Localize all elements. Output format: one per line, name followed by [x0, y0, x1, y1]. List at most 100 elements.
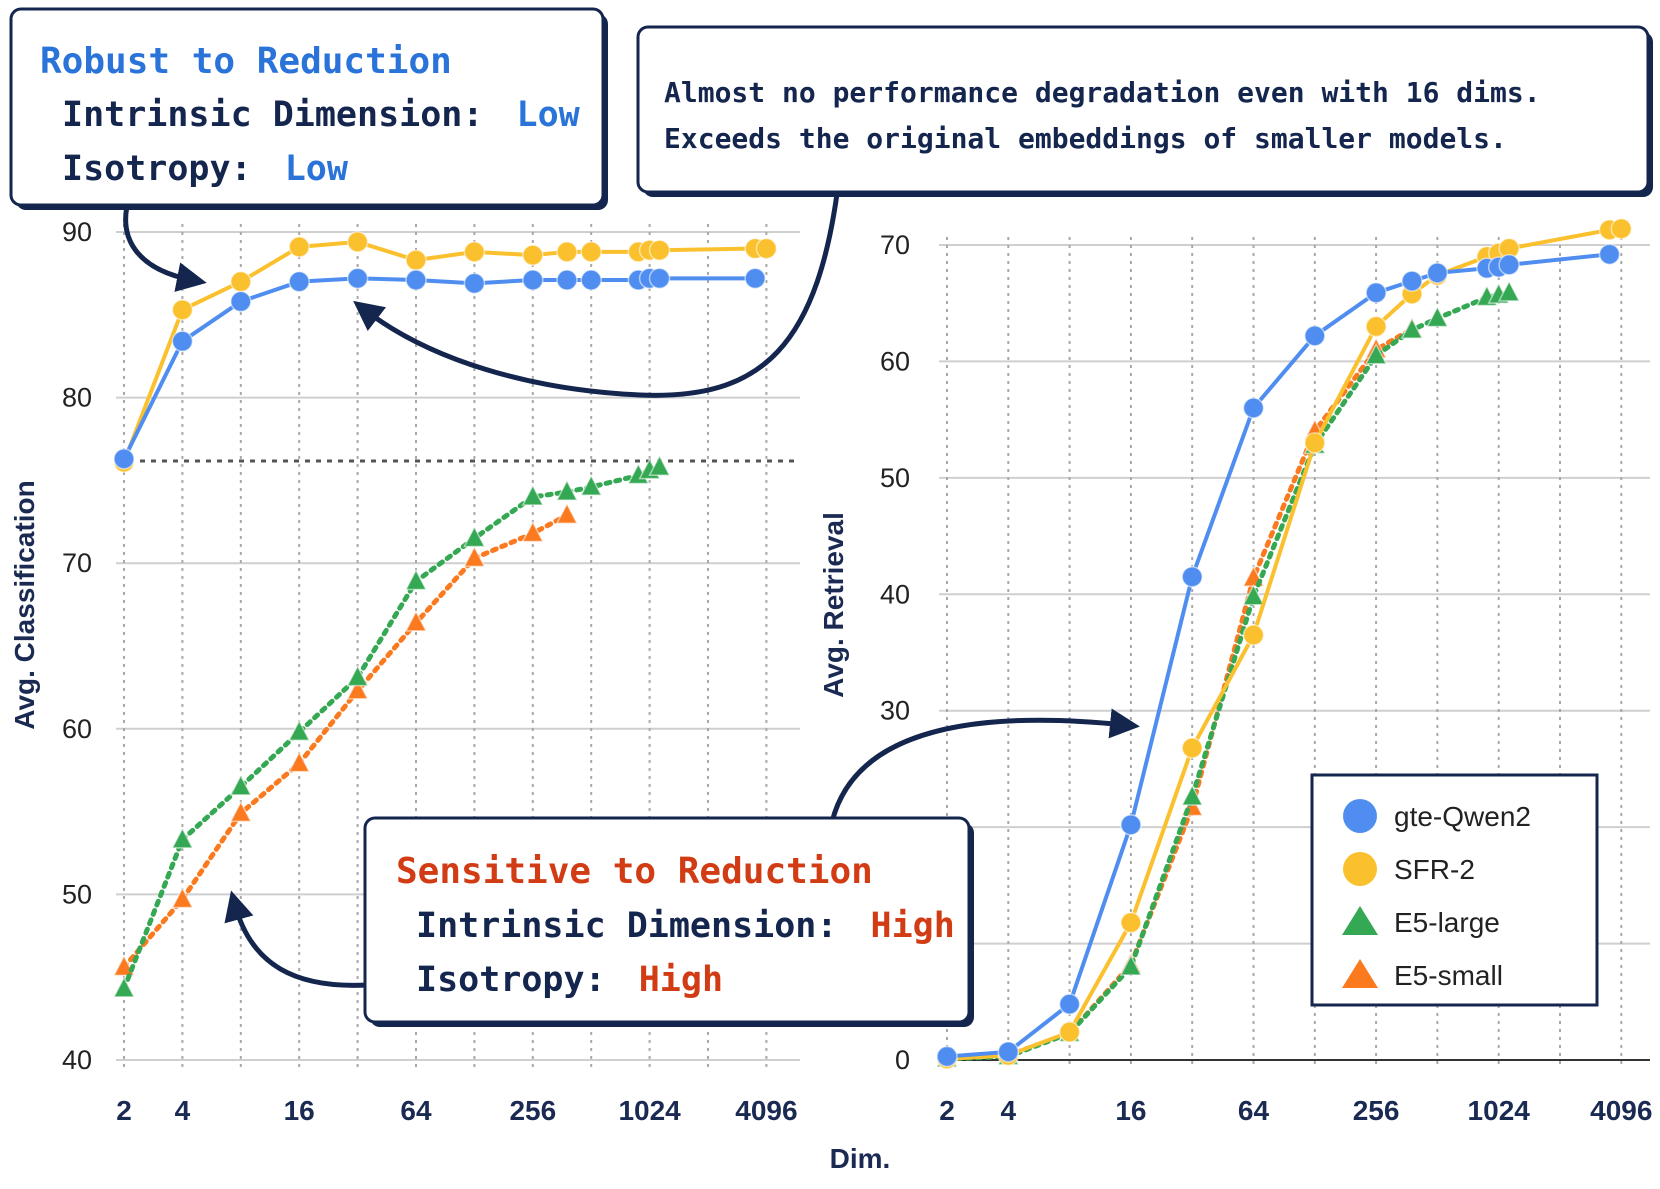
- retrieval-gte-qwen2-point-512: [1426, 262, 1449, 284]
- retrieval-gte-qwen2-point-2: [936, 1045, 958, 1068]
- sensitive-isotropy-value: High: [639, 960, 723, 1000]
- degradation-arrow: [353, 169, 843, 398]
- classification-gte-qwen2-point-8: [230, 290, 252, 313]
- retrieval-gte-qwen2-point-128: [1304, 325, 1326, 347]
- classification-e5-small-point-128: [463, 545, 486, 568]
- classification-ytick-90: 90: [62, 217, 92, 247]
- classification-sfr-2-point-1152: [648, 239, 671, 261]
- classification-sfr-2-point-4: [171, 299, 194, 321]
- retrieval-xtick-16: 16: [1115, 1095, 1146, 1126]
- retrieval-gte-qwen2-point-4: [997, 1041, 1020, 1063]
- classification-sfr-2-point-32: [346, 231, 369, 253]
- classification-gte-qwen2-point-4: [171, 330, 194, 353]
- retrieval-e5-large-point-16: [1119, 954, 1143, 976]
- classification-e5-small-point-256: [521, 520, 545, 543]
- classification-sfr-2-point-384: [556, 241, 578, 263]
- legend: gte-Qwen2 SFR-2 E5-large E5-small: [1310, 773, 1599, 1007]
- classification-gte-qwen2-point-1152: [648, 267, 671, 290]
- retrieval-sfr-2-point-256: [1365, 315, 1387, 338]
- classification-xtick-256: 256: [509, 1095, 556, 1126]
- retrieval-ytick-60: 60: [880, 346, 910, 376]
- legend-sfr-2-marker: [1343, 852, 1377, 886]
- degradation-line-2: Exceeds the original embeddings of small…: [664, 122, 1507, 155]
- classification-x-ticks: 2 4 16 64 256 1024 4096: [116, 1095, 797, 1126]
- retrieval-y-title: Avg. Retrieval: [818, 512, 849, 698]
- retrieval-x-ticks: 2 4 16 64 256 1024 4096: [939, 1095, 1652, 1126]
- classification-sfr-2-point-16: [288, 236, 310, 258]
- classification-e5-small-point-32: [346, 677, 369, 700]
- sensitive-isotropy-label: Isotropy:: [416, 960, 606, 1000]
- sensitive-callout: Sensitive to Reduction Intrinsic Dimensi…: [363, 816, 974, 1027]
- classification-ytick-70: 70: [62, 548, 92, 578]
- retrieval-xtick-256: 256: [1353, 1095, 1400, 1126]
- classification-e5-large-point-16: [287, 719, 311, 741]
- classification-ytick-60: 60: [62, 714, 92, 744]
- retrieval-gte-qwen2-point-32: [1181, 566, 1203, 588]
- retrieval-ytick-30: 30: [880, 696, 910, 726]
- retrieval-xtick-2: 2: [939, 1095, 955, 1126]
- classification-xtick-4096: 4096: [735, 1095, 797, 1126]
- classification-e5-large-point-2: [112, 976, 136, 998]
- robust-isotropy-label: Isotropy:: [62, 149, 252, 189]
- classification-xtick-2: 2: [116, 1095, 132, 1126]
- retrieval-sfr-2-point-128: [1304, 432, 1326, 454]
- robust-isotropy-line: Isotropy: Low: [62, 149, 349, 189]
- retrieval-gte-qwen2-point-64: [1242, 397, 1265, 419]
- robust-isotropy-value: Low: [285, 149, 349, 189]
- classification-xtick-64: 64: [400, 1095, 432, 1126]
- retrieval-sfr-2-point-32: [1181, 737, 1203, 759]
- retrieval-sfr-2-point-16: [1120, 911, 1142, 934]
- retrieval-ytick-40: 40: [880, 579, 910, 609]
- retrieval-sfr-2-point-64: [1242, 624, 1265, 646]
- retrieval-gte-qwen2-point-384: [1401, 270, 1423, 292]
- classification-sfr-2-point-4096: [755, 237, 778, 260]
- legend-e5-large-marker: [1342, 906, 1378, 935]
- robust-heading: Robust to Reduction: [40, 41, 452, 82]
- classification-y-ticks: 40 50 60 70 80 90: [62, 217, 92, 1075]
- classification-sfr-2-line: [122, 239, 769, 465]
- classification-sfr-2-point-256: [522, 244, 544, 266]
- retrieval-gte-qwen2-point-8: [1058, 993, 1081, 1015]
- classification-sfr-2-point-128: [463, 241, 486, 263]
- classification-gte-qwen2-point-32: [346, 267, 369, 290]
- classification-e5-small-point-384: [555, 502, 579, 525]
- classification-sfr-2-point-512: [580, 241, 602, 263]
- classification-gte-qwen2-point-2: [113, 448, 135, 470]
- retrieval-sfr-2-point-4096: [1610, 217, 1633, 240]
- x-axis-title: Dim.: [830, 1143, 891, 1174]
- degradation-callout: Almost no performance degradation even w…: [636, 25, 1653, 197]
- classification-gte-qwen2-line: [122, 276, 758, 461]
- classification-gte-qwen2-point-128: [463, 272, 486, 295]
- legend-gte-qwen2-label: gte-Qwen2: [1394, 801, 1531, 832]
- classification-gte-qwen2-point-256: [522, 269, 544, 291]
- legend-e5-small-label: E5-small: [1394, 960, 1503, 991]
- classification-e5-large-point-1152: [648, 454, 671, 477]
- classification-gte-qwen2-point-512: [580, 269, 602, 291]
- classification-xtick-16: 16: [284, 1095, 315, 1126]
- robust-callout: Robust to Reduction Intrinsic Dimension:…: [9, 7, 608, 210]
- classification-ytick-50: 50: [62, 879, 92, 909]
- classification-gte-qwen2-point-16: [288, 270, 310, 293]
- retrieval-sfr-2-point-8: [1058, 1021, 1081, 1043]
- classification-ytick-40: 40: [62, 1045, 92, 1075]
- retrieval-xtick-1024: 1024: [1468, 1095, 1531, 1126]
- classification-xtick-4: 4: [175, 1095, 191, 1126]
- classification-gte-qwen2-point-3584: [744, 267, 766, 290]
- retrieval-e5-large-point-32: [1180, 784, 1204, 806]
- retrieval-xtick-4096: 4096: [1590, 1095, 1652, 1126]
- robust-intrinsic-value: Low: [517, 95, 581, 135]
- retrieval-ytick-50: 50: [880, 463, 910, 493]
- retrieval-e5-large-point-256: [1364, 342, 1388, 365]
- classification-e5-small-point-16: [287, 750, 311, 773]
- classification-e5-large-point-128: [463, 525, 486, 548]
- retrieval-xtick-64: 64: [1238, 1095, 1270, 1126]
- retrieval-y-ticks: 0 30 40 50 60 70: [880, 230, 910, 1075]
- sensitive-intrinsic-value: High: [871, 906, 955, 946]
- classification-e5-large-point-256: [521, 484, 545, 506]
- classification-gte-qwen2-point-384: [556, 269, 578, 291]
- classification-e5-large-point-4: [171, 826, 194, 849]
- legend-gte-qwen2-marker: [1343, 799, 1377, 833]
- legend-e5-large-label: E5-large: [1394, 907, 1500, 938]
- classification-ytick-80: 80: [62, 383, 92, 413]
